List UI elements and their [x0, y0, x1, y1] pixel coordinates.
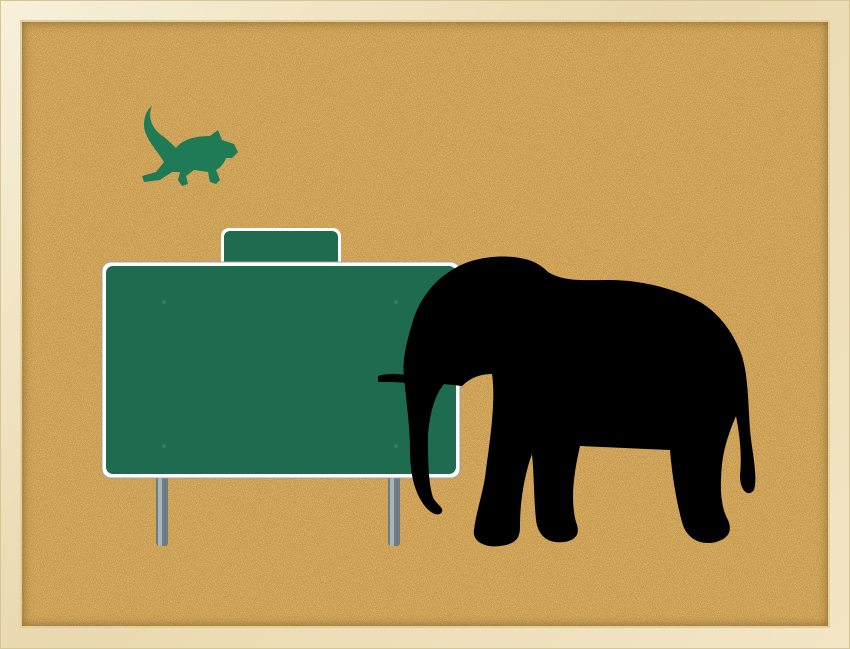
elephant-silhouette-icon [378, 256, 756, 547]
cat-silhouette-icon [142, 106, 238, 186]
